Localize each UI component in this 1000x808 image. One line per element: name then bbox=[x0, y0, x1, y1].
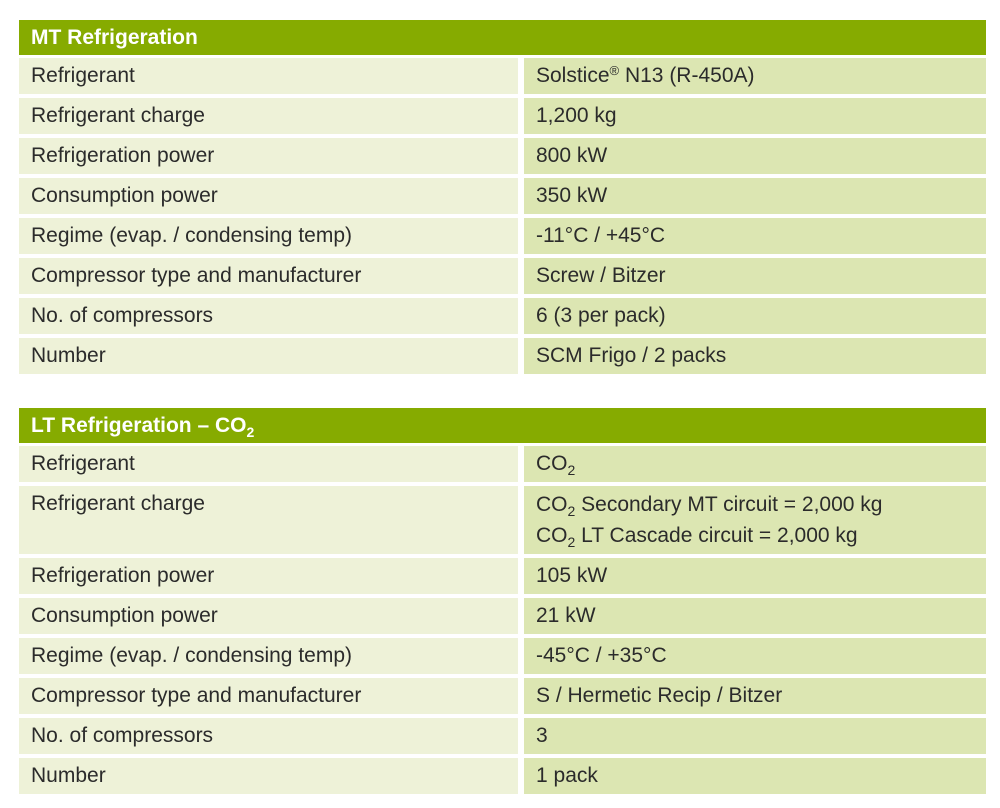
co2-subscript: 2 bbox=[567, 503, 576, 519]
row-value: S / Hermetic Recip / Bitzer bbox=[524, 678, 986, 714]
table-row: Regime (evap. / condensing temp) -11°C /… bbox=[19, 218, 986, 254]
row-value: Screw / Bitzer bbox=[524, 258, 986, 294]
row-label: Refrigeration power bbox=[19, 138, 518, 174]
row-value: -11°C / +45°C bbox=[524, 218, 986, 254]
row-label: Compressor type and manufacturer bbox=[19, 258, 518, 294]
table-row: Refrigerant charge CO2 Secondary MT circ… bbox=[19, 486, 986, 554]
row-value: CO2 Secondary MT circuit = 2,000 kg CO2 … bbox=[524, 486, 986, 554]
co2-text: CO bbox=[536, 524, 568, 547]
row-value: 6 (3 per pack) bbox=[524, 298, 986, 334]
charge-line-cascade: CO2 LT Cascade circuit = 2,000 kg bbox=[536, 520, 986, 551]
row-label: Refrigerant bbox=[19, 58, 518, 94]
row-value: Solstice® N13 (R-450A) bbox=[524, 58, 986, 94]
table-row: Refrigerant CO2 bbox=[19, 446, 986, 482]
co2-subscript: 2 bbox=[567, 462, 576, 478]
row-label: Consumption power bbox=[19, 598, 518, 634]
refrigerant-grade: N13 (R-450A) bbox=[619, 64, 755, 87]
co2-subscript: 2 bbox=[567, 534, 576, 550]
table-row: Consumption power 21 kW bbox=[19, 598, 986, 634]
table-row: Compressor type and manufacturer Screw /… bbox=[19, 258, 986, 294]
row-label: Refrigerant charge bbox=[19, 486, 518, 554]
refrigerant-name: Solstice bbox=[536, 64, 610, 87]
lt-refrigeration-table: LT Refrigeration – CO2 Refrigerant CO2 R… bbox=[19, 408, 986, 798]
charge-cascade-text: LT Cascade circuit = 2,000 kg bbox=[575, 524, 858, 547]
row-label: Refrigerant bbox=[19, 446, 518, 482]
row-value: SCM Frigo / 2 packs bbox=[524, 338, 986, 374]
table-row: Consumption power 350 kW bbox=[19, 178, 986, 214]
table-row: Refrigeration power 800 kW bbox=[19, 138, 986, 174]
row-label: Compressor type and manufacturer bbox=[19, 678, 518, 714]
row-value: 105 kW bbox=[524, 558, 986, 594]
table-row: Refrigerant charge 1,200 kg bbox=[19, 98, 986, 134]
row-label: Number bbox=[19, 758, 518, 794]
table-row: No. of compressors 6 (3 per pack) bbox=[19, 298, 986, 334]
row-label: No. of compressors bbox=[19, 298, 518, 334]
mt-table-title: MT Refrigeration bbox=[19, 20, 986, 55]
row-label: Number bbox=[19, 338, 518, 374]
row-value: 21 kW bbox=[524, 598, 986, 634]
charge-line-secondary: CO2 Secondary MT circuit = 2,000 kg bbox=[536, 489, 986, 520]
lt-table-title: LT Refrigeration – CO2 bbox=[19, 408, 986, 443]
row-value: 3 bbox=[524, 718, 986, 754]
row-label: Regime (evap. / condensing temp) bbox=[19, 218, 518, 254]
table-row: Number 1 pack bbox=[19, 758, 986, 794]
row-value: 1,200 kg bbox=[524, 98, 986, 134]
row-label: No. of compressors bbox=[19, 718, 518, 754]
table-row: No. of compressors 3 bbox=[19, 718, 986, 754]
row-label: Refrigeration power bbox=[19, 558, 518, 594]
co2-text: CO bbox=[536, 452, 568, 475]
row-value: CO2 bbox=[524, 446, 986, 482]
registered-mark: ® bbox=[609, 63, 620, 78]
row-value: 350 kW bbox=[524, 178, 986, 214]
row-value: 800 kW bbox=[524, 138, 986, 174]
table-row: Refrigeration power 105 kW bbox=[19, 558, 986, 594]
table-row: Refrigerant Solstice® N13 (R-450A) bbox=[19, 58, 986, 94]
table-row: Regime (evap. / condensing temp) -45°C /… bbox=[19, 638, 986, 674]
table-row: Compressor type and manufacturer S / Her… bbox=[19, 678, 986, 714]
row-label: Refrigerant charge bbox=[19, 98, 518, 134]
charge-secondary-text: Secondary MT circuit = 2,000 kg bbox=[575, 493, 883, 516]
lt-title-subscript: 2 bbox=[246, 424, 255, 440]
mt-refrigeration-table: MT Refrigeration Refrigerant Solstice® N… bbox=[19, 20, 986, 378]
row-value: 1 pack bbox=[524, 758, 986, 794]
lt-title-text: LT Refrigeration – CO bbox=[31, 414, 247, 437]
row-label: Regime (evap. / condensing temp) bbox=[19, 638, 518, 674]
row-value: -45°C / +35°C bbox=[524, 638, 986, 674]
table-row: Number SCM Frigo / 2 packs bbox=[19, 338, 986, 374]
row-label: Consumption power bbox=[19, 178, 518, 214]
co2-text: CO bbox=[536, 493, 568, 516]
